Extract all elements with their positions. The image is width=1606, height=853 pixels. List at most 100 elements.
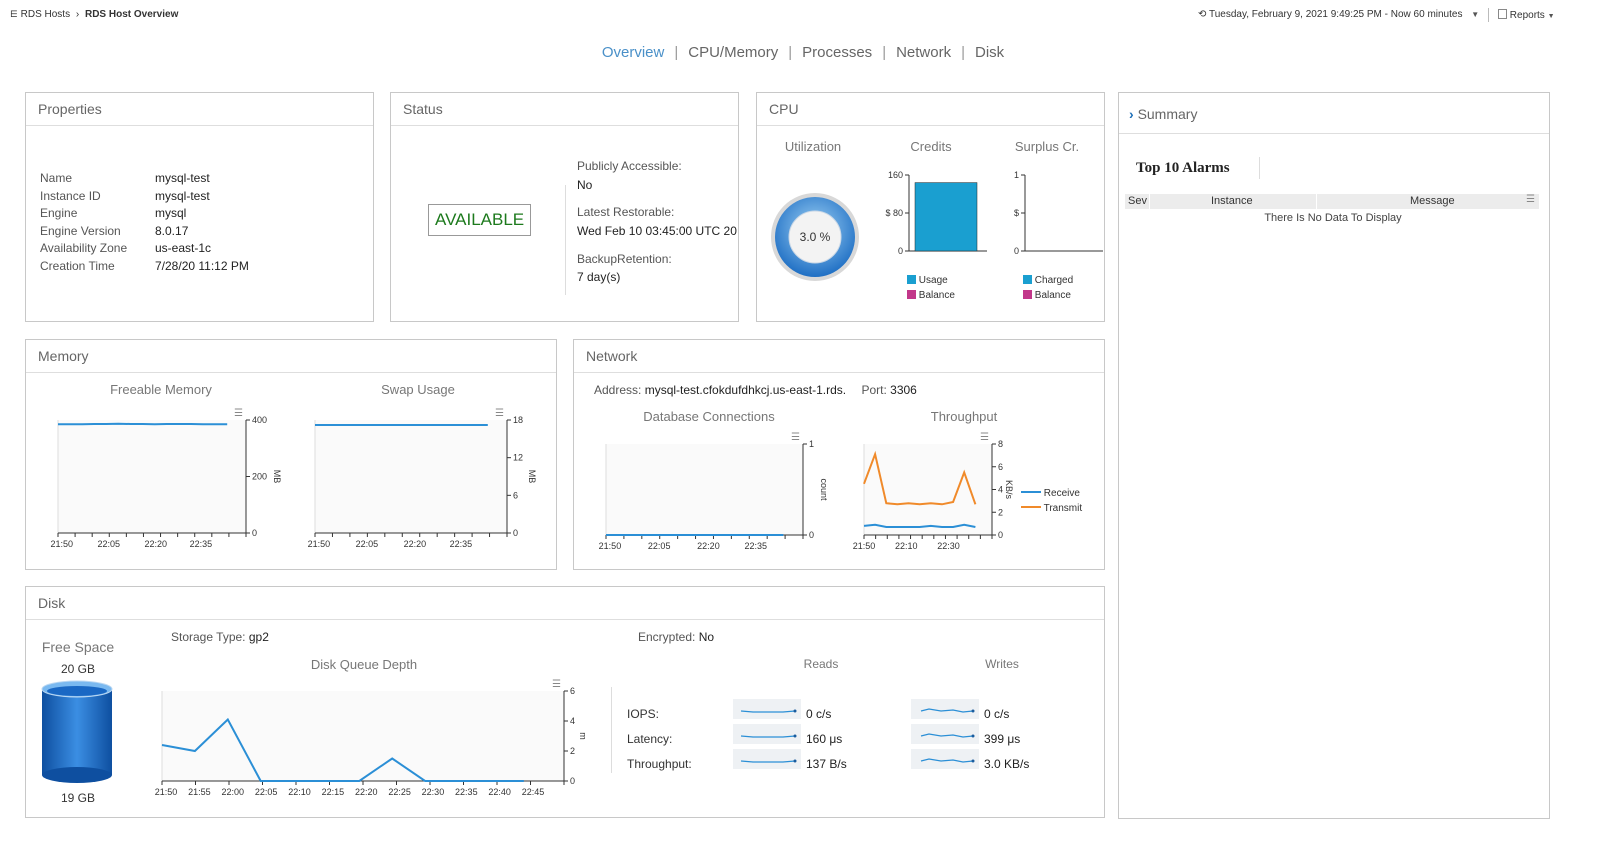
cpu-panel: CPU Utilization Credits Surplus Cr. 3.0 …	[756, 92, 1105, 322]
report-icon	[1498, 9, 1507, 19]
writes-title: Writes	[985, 657, 1019, 671]
chart-menu-icon[interactable]: ☰	[980, 432, 989, 443]
x-tick-label: 22:05	[648, 541, 671, 551]
reads-value: 0 c/s	[806, 707, 832, 721]
free-space-value: 19 GB	[60, 791, 96, 805]
property-label: Engine Version	[40, 223, 121, 238]
disk-title: Disk	[38, 595, 66, 611]
legend-receive: Receive	[1021, 486, 1082, 501]
throughput-chart: 8 6 4 2 0 21:50 22:10 22:30 KB/s ☰	[853, 432, 1014, 551]
free-space-total: 20 GB	[60, 662, 96, 676]
x-tick-label: 21:50	[50, 539, 73, 549]
hierarchy-icon: ⋿	[10, 9, 18, 19]
x-tick-label: 22:35	[744, 541, 767, 551]
tab-overview[interactable]: Overview	[601, 44, 665, 61]
property-value: 8.0.17	[155, 223, 189, 238]
swap-usage-chart: 18 12 6 0 21:50 22:05 22:20 22:35 MB ☰	[308, 408, 537, 549]
port-value: 3306	[890, 383, 917, 397]
reads-sparkline	[733, 699, 801, 719]
y-tick-label: 18	[513, 415, 523, 425]
x-tick-label: 22:05	[97, 539, 120, 549]
y-tick-label: 12	[513, 453, 523, 463]
disk-queue-depth-chart: 6 4 2 0 21:50 21:55 22:00 22:05 22:10 22:15 22:20 2…	[155, 679, 588, 797]
status-title: Status	[403, 101, 443, 117]
column-message[interactable]: Message	[1410, 195, 1455, 207]
property-label: Engine	[40, 206, 78, 220]
address-label: Address:	[594, 383, 642, 397]
y-tick-label: 6	[570, 686, 575, 696]
surplus-legend: Charged Balance	[1023, 273, 1073, 303]
legend-balance: Balance	[907, 288, 955, 303]
tab-cpu-memory[interactable]: CPU/Memory	[688, 44, 779, 61]
column-menu-icon[interactable]: ☰	[1526, 194, 1535, 205]
status-badge: AVAILABLE	[428, 204, 532, 236]
cpu-title: CPU	[769, 101, 799, 117]
throughput-title: Throughput	[930, 409, 998, 424]
storage-type-label: Storage Type:	[171, 630, 246, 644]
chevron-down-icon: ▼	[1547, 13, 1555, 20]
encrypted-row: Encrypted: No	[638, 630, 714, 644]
chart-menu-icon[interactable]: ☰	[495, 408, 504, 419]
tab-processes[interactable]: Processes	[802, 44, 873, 61]
freeable-memory-title: Freeable Memory	[110, 382, 212, 397]
column-sev[interactable]: Sev	[1128, 195, 1147, 207]
plot-area	[606, 444, 803, 535]
y-tick-label: 0	[1014, 246, 1019, 256]
free-space-title: Free Space	[41, 639, 115, 655]
y-tick-label: 0	[513, 528, 518, 538]
x-tick-label: 22:40	[488, 787, 511, 797]
time-range-selector[interactable]: ⟲ Tuesday, February 9, 2021 9:49:25 PM -…	[1198, 9, 1479, 20]
x-tick-label: 21:50	[599, 541, 622, 551]
y-tick-label: 8	[998, 439, 1003, 449]
breadcrumb-current: RDS Host Overview	[84, 9, 179, 20]
x-tick-label: 22:30	[937, 541, 960, 551]
writes-sparkline	[911, 749, 979, 769]
x-tick-label: 22:35	[455, 787, 478, 797]
writes-value: 0 c/s	[984, 707, 1010, 721]
reads-title: Reads	[803, 657, 839, 671]
summary-header[interactable]: › Summary	[1129, 106, 1197, 122]
property-value: mysql	[155, 206, 187, 220]
utilization-value: 3.0 %	[800, 230, 831, 244]
column-instance[interactable]: Instance	[1211, 195, 1253, 207]
x-tick-label: 21:55	[188, 787, 211, 797]
reads-value: 137 B/s	[806, 757, 847, 771]
writes-value: 399 μs	[984, 732, 1021, 746]
legend-transmit: Transmit	[1021, 501, 1082, 516]
chart-menu-icon[interactable]: ☰	[234, 408, 243, 419]
breadcrumb-parent-link[interactable]: RDS Hosts	[20, 9, 71, 20]
x-tick-label: 22:25	[388, 787, 411, 797]
tab-network[interactable]: Network	[896, 44, 952, 61]
network-title: Network	[586, 348, 638, 364]
x-tick-label: 21:50	[853, 541, 876, 551]
disk-cylinder-icon	[41, 680, 113, 783]
y-tick-label: 6	[513, 490, 518, 500]
legend-surplus-balance: Balance	[1023, 288, 1073, 303]
x-tick-label: 22:10	[288, 787, 311, 797]
x-tick-label: 22:05	[356, 539, 379, 549]
freeable-memory-line	[58, 422, 228, 426]
tab-disk[interactable]: Disk	[975, 44, 1005, 61]
y-tick-label: 0	[570, 776, 575, 786]
reports-button[interactable]: Reports ▼	[1498, 9, 1555, 21]
metric-label: IOPS:	[627, 707, 660, 721]
chart-menu-icon[interactable]: ☰	[552, 679, 561, 690]
credit-usage-bar	[914, 182, 978, 252]
utilization-title: Utilization	[784, 139, 842, 154]
property-value: 7/28/20 11:12 PM	[155, 258, 249, 273]
reads-value: 160 μs	[806, 732, 843, 746]
x-tick-label: 22:20	[697, 541, 720, 551]
connections-title: Database Connections	[643, 409, 775, 424]
y-tick-label: 2	[570, 746, 575, 756]
property-value: mysql-test	[155, 188, 210, 203]
chevron-right-icon: ›	[1129, 106, 1134, 122]
writes-value: 3.0 KB/s	[984, 757, 1030, 771]
chart-menu-icon[interactable]: ☰	[791, 432, 800, 443]
surplus-chart: 1 $0	[1014, 170, 1103, 256]
network-address-row: Address: mysql-test.cfokdufdhkcj.us-east…	[594, 383, 917, 397]
retention-label: BackupRetention:	[577, 252, 672, 266]
freeable-memory-chart: 400 200 0 21:50 22:05 22:20 22:35 MB ☰	[50, 408, 282, 549]
y-tick-label: 1	[809, 439, 814, 449]
writes-sparkline	[911, 724, 979, 744]
x-tick-label: 22:30	[422, 787, 445, 797]
